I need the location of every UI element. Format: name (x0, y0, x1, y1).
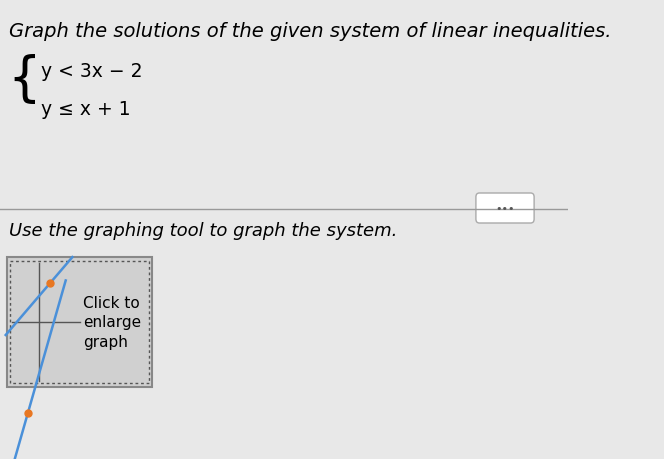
Text: Use the graphing tool to graph the system.: Use the graphing tool to graph the syste… (9, 222, 397, 240)
Text: •••: ••• (495, 203, 515, 213)
Text: Click to
enlarge
graph: Click to enlarge graph (83, 295, 141, 350)
Text: {: { (7, 54, 41, 106)
FancyBboxPatch shape (7, 257, 152, 387)
Text: y < 3x − 2: y < 3x − 2 (41, 62, 143, 81)
Text: Graph the solutions of the given system of linear inequalities.: Graph the solutions of the given system … (9, 22, 611, 41)
Text: y ≤ x + 1: y ≤ x + 1 (41, 100, 131, 119)
FancyBboxPatch shape (476, 194, 534, 224)
